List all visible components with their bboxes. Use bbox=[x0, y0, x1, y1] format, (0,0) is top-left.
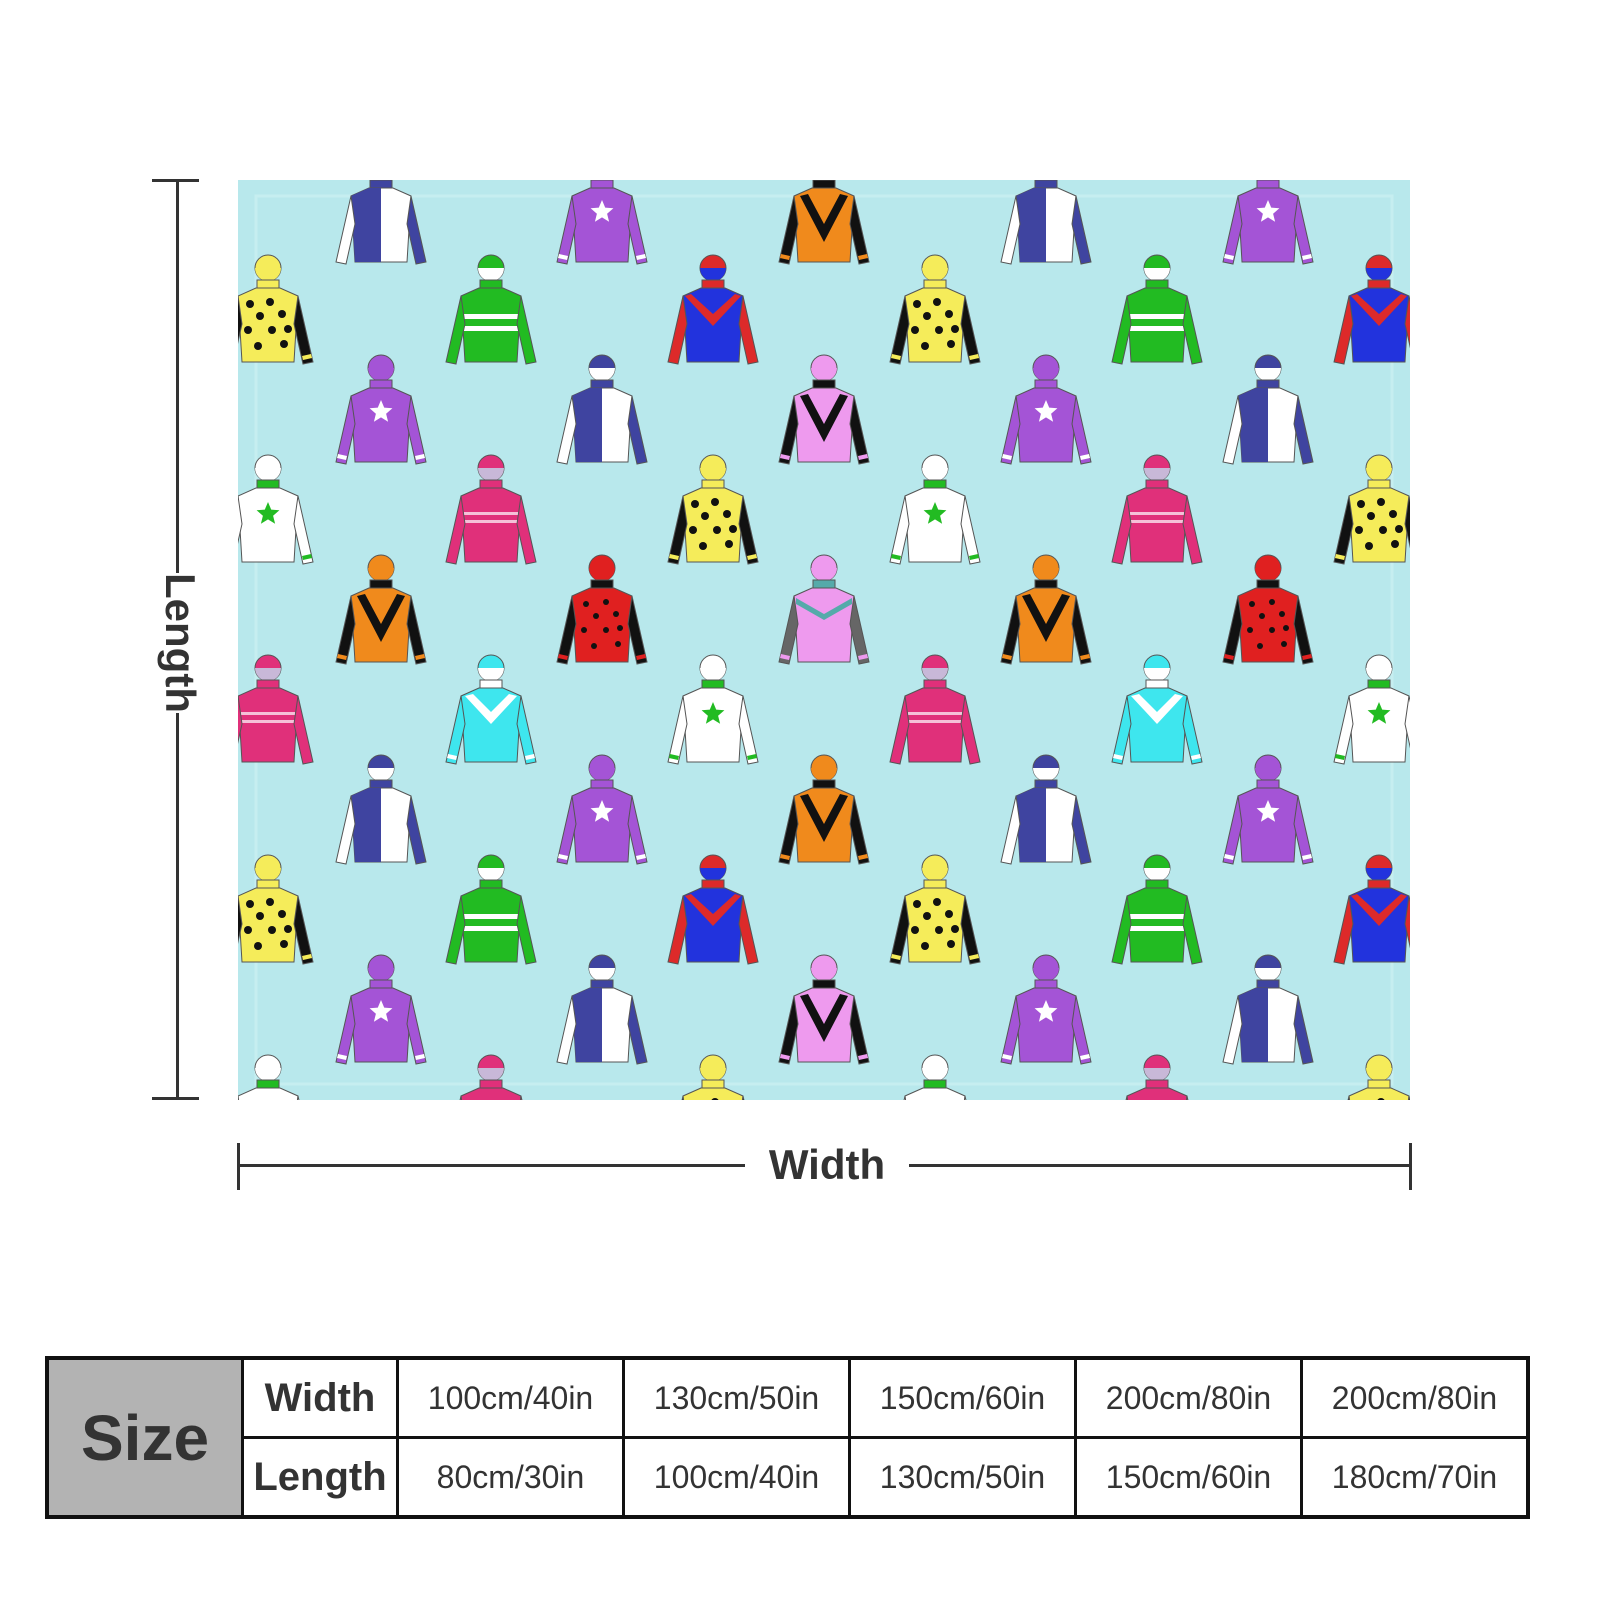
jockey-silk-green bbox=[445, 854, 537, 965]
jockey-silk-bluewhite bbox=[335, 180, 427, 265]
jockey-silk-yellowdots bbox=[1333, 454, 1410, 565]
jockey-silk-yellowdots bbox=[238, 854, 314, 965]
jockey-silk-cyanV bbox=[445, 654, 537, 765]
jockey-silk-reddots bbox=[1222, 554, 1314, 665]
jockey-silk-bluewhite bbox=[556, 954, 648, 1065]
table-cell: 100cm/40in bbox=[622, 1436, 851, 1519]
table-cell: 180cm/70in bbox=[1300, 1436, 1530, 1519]
jockey-silk-pinkstripes bbox=[889, 654, 981, 765]
table-cell: 130cm/50in bbox=[848, 1436, 1077, 1519]
length-tick-bottom bbox=[152, 1097, 199, 1100]
jockey-silk-purplestar bbox=[556, 754, 648, 865]
jockey-silk-pinkstripes bbox=[238, 654, 314, 765]
jockey-silk-yellowdots bbox=[889, 254, 981, 365]
jockey-silk-redblueV bbox=[667, 854, 759, 965]
jockey-silk-whitestar bbox=[1333, 654, 1410, 765]
jockey-silk-green bbox=[445, 254, 537, 365]
jockey-silk-pinkstripes bbox=[445, 454, 537, 565]
jockey-silk-orangeV bbox=[778, 180, 870, 265]
table-cell: 130cm/50in bbox=[622, 1356, 851, 1439]
jockey-silk-whitestar bbox=[238, 1054, 300, 1100]
table-cell: 200cm/80in bbox=[1300, 1356, 1530, 1439]
jockey-silk-orangeV bbox=[778, 754, 870, 865]
jockey-silk-purplestar bbox=[335, 354, 427, 465]
table-cell: 150cm/60in bbox=[1074, 1436, 1303, 1519]
table-row: Length 80cm/30in 100cm/40in 130cm/50in 1… bbox=[47, 1436, 1530, 1519]
jockey-silk-purplestar bbox=[1222, 754, 1314, 865]
length-tick-top bbox=[152, 179, 199, 182]
jockey-silk-pinkstripes bbox=[1111, 454, 1203, 565]
jockey-silk-yellowdots bbox=[238, 254, 314, 365]
jockey-silk-bluewhite bbox=[1222, 954, 1314, 1065]
jockey-silk-yellowdots bbox=[681, 1054, 745, 1100]
table-cell: 100cm/40in bbox=[396, 1356, 625, 1439]
jockey-silk-green bbox=[1111, 254, 1203, 365]
jockey-silk-cyanV bbox=[1111, 654, 1203, 765]
jockey-silk-purplestar bbox=[556, 180, 648, 265]
jockey-silk-redblueV bbox=[667, 254, 759, 365]
width-label: Width bbox=[745, 1141, 909, 1189]
jockey-silk-orangeV bbox=[1000, 554, 1092, 665]
table-cell: 150cm/60in bbox=[848, 1356, 1077, 1439]
jockey-silk-whitestar bbox=[889, 454, 981, 565]
jockey-silk-whitestar bbox=[903, 1054, 967, 1100]
jockey-silk-yellowdots bbox=[889, 854, 981, 965]
jockey-silk-purplestar bbox=[1222, 180, 1314, 265]
size-table: Size Width 100cm/40in 130cm/50in 150cm/6… bbox=[45, 1356, 1530, 1519]
jockey-silk-pinkV bbox=[778, 954, 870, 1065]
jockey-silk-pinkV bbox=[778, 354, 870, 465]
jockey-silk-green bbox=[1111, 854, 1203, 965]
size-header: Size bbox=[45, 1356, 244, 1519]
jockey-silk-whitestar bbox=[238, 454, 314, 565]
jockey-silk-purplestar bbox=[1000, 954, 1092, 1065]
row-label-width: Width bbox=[241, 1356, 399, 1439]
jockey-silk-reddots bbox=[556, 554, 648, 665]
jockey-silk-pinkstripes bbox=[1125, 1054, 1189, 1100]
width-tick-left bbox=[237, 1143, 240, 1190]
jockey-silk-purplestar bbox=[1000, 354, 1092, 465]
jockey-silk-redblueV bbox=[1333, 254, 1410, 365]
blanket-product-image bbox=[238, 180, 1410, 1100]
jockey-silk-bluewhite bbox=[556, 354, 648, 465]
table-row: Size Width 100cm/40in 130cm/50in 150cm/6… bbox=[45, 1356, 1530, 1519]
jockey-silk-bluewhite bbox=[335, 754, 427, 865]
jockey-silk-redblueV bbox=[1333, 854, 1410, 965]
jockey-silk-bluewhite bbox=[1000, 754, 1092, 865]
jockey-silk-whitestar bbox=[667, 654, 759, 765]
width-tick-right bbox=[1409, 1143, 1412, 1190]
length-label: Length bbox=[152, 573, 208, 713]
table-cell: 80cm/30in bbox=[396, 1436, 625, 1519]
jockey-silk-bluewhite bbox=[1000, 180, 1092, 265]
jockey-silk-bluewhite bbox=[1222, 354, 1314, 465]
jockey-silk-purplestar bbox=[335, 954, 427, 1065]
jockey-silk-orangeV bbox=[335, 554, 427, 665]
row-label-length: Length bbox=[241, 1436, 399, 1519]
table-cell: 200cm/80in bbox=[1074, 1356, 1303, 1439]
jockey-silk-pinkchevron bbox=[778, 554, 870, 665]
jockey-silk-yellowdots bbox=[667, 454, 759, 565]
jockey-silk-pinkstripes bbox=[459, 1054, 523, 1100]
jockey-silk-yellowdots bbox=[1347, 1054, 1410, 1100]
